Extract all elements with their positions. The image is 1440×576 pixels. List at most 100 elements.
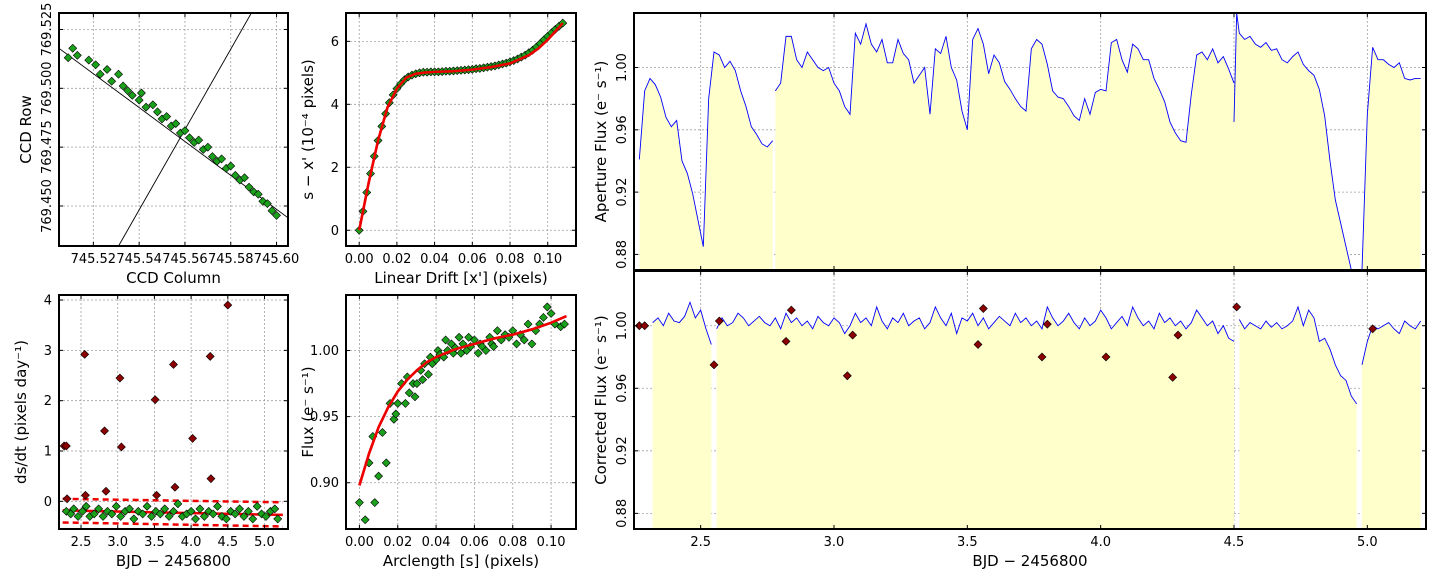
y-tick-label: 0.88: [615, 240, 630, 269]
data-point: [95, 69, 105, 79]
x-tick-label: 0.08: [496, 252, 525, 267]
data-point: [134, 95, 144, 105]
flux-line-segment: [1238, 305, 1358, 405]
data-point: [273, 514, 283, 524]
area-fill-segment: [1362, 321, 1421, 529]
data-point: [116, 511, 126, 521]
data-point: [354, 498, 364, 507]
data-point: [195, 504, 205, 514]
y-tick-label: 769.475: [40, 120, 55, 174]
x-tick-label: 4.0: [181, 535, 202, 550]
area-fill-segment: [639, 51, 773, 270]
panel-p3: 0.88 0.92 0.96 1.00 Aperture Flux (e⁻ s⁻¹): [592, 12, 1427, 271]
data-point: [116, 442, 126, 452]
data-point: [68, 43, 78, 53]
x-tick-label: 0.04: [422, 535, 451, 550]
data-point: [91, 60, 101, 70]
x-tick-label: 0.06: [458, 252, 487, 267]
x-tick-label: 0.02: [383, 535, 412, 550]
data-point: [194, 135, 204, 145]
data-point: [107, 76, 117, 86]
data-point: [152, 490, 162, 500]
y-tick-label: 0: [44, 495, 52, 510]
panel-p4: 2.5 3.0 3.5 4.0 4.5 5.0 0 1 2 3 4 BJD − 2456800 ds/d…: [12, 294, 289, 570]
y-axis-label: Flux (e⁻ s⁻¹): [299, 366, 317, 457]
x-tick-label: 4.5: [217, 535, 238, 550]
data-point: [481, 346, 491, 355]
outlier-point: [714, 316, 724, 326]
flux-line-segment: [716, 305, 1235, 342]
data-point: [173, 499, 183, 509]
data-point: [153, 107, 162, 117]
data-point: [223, 300, 233, 310]
outlier-point: [1037, 352, 1047, 362]
plot-area: [634, 300, 1422, 529]
data-point: [147, 511, 156, 521]
y-axis-label: Aperture Flux (e⁻ s⁻¹): [592, 61, 610, 223]
area-fill-segment: [1239, 306, 1357, 529]
data-point: [169, 360, 178, 369]
y-tick-label: 6: [331, 35, 339, 50]
data-point: [164, 511, 174, 521]
outlier-point: [842, 371, 852, 381]
data-point: [107, 509, 117, 519]
data-point: [142, 501, 152, 511]
x-axis-label: BJD − 2456800: [972, 552, 1087, 570]
data-point: [98, 511, 108, 521]
fit-line-overlay: [357, 22, 564, 231]
data-point: [162, 112, 172, 121]
data-point: [69, 504, 79, 514]
y-tick-label: 1.00: [615, 311, 630, 340]
data-point: [155, 509, 165, 519]
outlier-point: [640, 321, 650, 331]
panel-p2: 0.00 0.02 0.04 0.06 0.08 0.10 0 2 4 6 Linear Drift…: [299, 12, 577, 287]
plot-area: [354, 18, 568, 235]
y-axis-label: CCD Row: [17, 95, 35, 163]
y-tick-label: 3: [44, 344, 52, 359]
data-point: [377, 428, 387, 437]
x-tick-label: 0.02: [382, 252, 411, 267]
data-point: [370, 498, 380, 507]
data-point: [170, 482, 180, 492]
data-point: [199, 511, 209, 521]
y-tick-label: 0.96: [615, 115, 630, 144]
outlier-point: [1101, 352, 1111, 362]
data-point: [191, 514, 200, 524]
y-tick-label: 769.450: [40, 179, 55, 233]
data-point: [230, 509, 240, 519]
data-point: [180, 126, 190, 136]
data-point: [410, 392, 420, 402]
data-point: [560, 319, 569, 329]
outlier-point: [1368, 324, 1378, 334]
y-axis-label: s − x' (10⁻⁴ pixels): [299, 59, 317, 200]
x-tick-label: 745.60: [254, 252, 300, 267]
x-tick-label: 0.10: [533, 252, 562, 267]
data-point: [188, 433, 198, 443]
x-tick-label: 0.04: [420, 252, 449, 267]
x-tick-label: 0.10: [537, 535, 566, 550]
x-tick-label: 745.56: [162, 252, 208, 267]
data-point: [206, 474, 216, 484]
data-point: [546, 309, 556, 318]
outlier-point: [1173, 330, 1183, 340]
data-point: [261, 511, 271, 521]
flux-line-segment: [638, 51, 774, 247]
data-point: [418, 375, 428, 385]
data-point: [94, 504, 104, 514]
x-tick-label: 745.58: [208, 252, 254, 267]
x-tick-label: 5.0: [254, 535, 275, 550]
data-point: [115, 373, 125, 383]
x-tick-label: 745.54: [116, 252, 162, 267]
plot-area: [59, 13, 288, 246]
y-tick-label: 0.92: [615, 436, 630, 465]
data-point: [138, 509, 148, 519]
flux-line-segment: [774, 22, 1235, 143]
plot-area: [59, 300, 283, 528]
area-fill-segment: [716, 306, 1234, 529]
data-point: [118, 81, 128, 91]
outlier-point: [1042, 319, 1052, 329]
data-point: [262, 199, 272, 209]
data-point: [62, 494, 72, 504]
x-axis-label: BJD − 2456800: [116, 552, 231, 570]
area-fill-segment: [1234, 13, 1357, 270]
